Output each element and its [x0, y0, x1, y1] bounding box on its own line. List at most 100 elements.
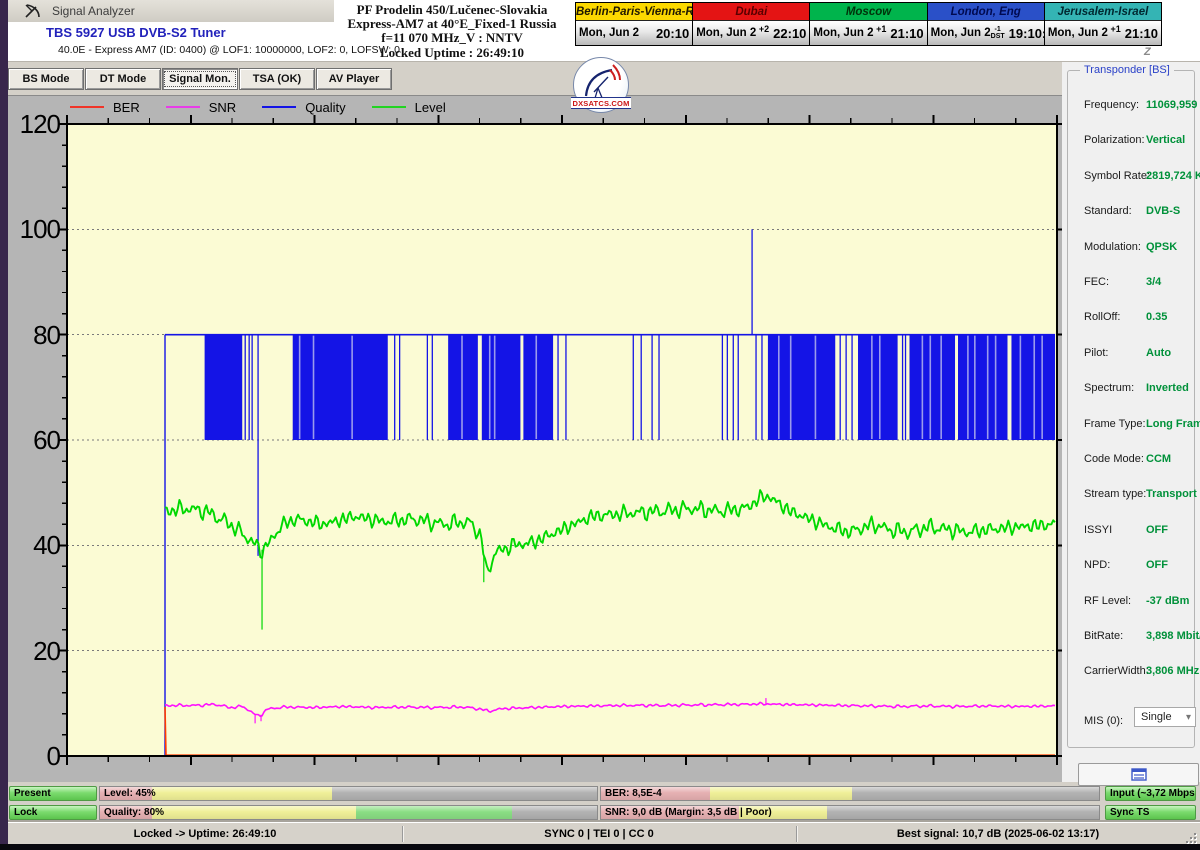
capture-icon — [1131, 768, 1147, 781]
tp-row-label: Modulation: — [1084, 241, 1141, 253]
mis-select[interactable]: Single ▾ — [1134, 707, 1196, 727]
tp-row-value: 3/4 — [1146, 276, 1161, 288]
tab-label: BS Mode — [22, 73, 69, 85]
tp-row-value: CCM — [1146, 453, 1171, 465]
tp-row-label: Frequency: — [1084, 99, 1139, 111]
clock-utc-offset: +1 — [1111, 24, 1121, 34]
clock-utc-offset: +1 — [876, 24, 886, 34]
tp-row-value: Auto — [1146, 347, 1171, 359]
meter-label: Quality: 80% — [104, 807, 164, 818]
status-bar: Locked -> Uptime: 26:49:10SYNC 0 | TEI 0… — [8, 822, 1200, 844]
reception-info-line: f=11 070 MHz_V : NNTV — [333, 31, 571, 45]
tab-signal-mon[interactable]: Signal Mon. — [162, 68, 238, 90]
clock-city: Dubai — [693, 3, 809, 21]
meter-gloss — [601, 787, 1099, 800]
y-axis-label: 100 — [8, 215, 60, 243]
world-clocks: Berlin-Paris-Vienna-Roma Mon, Jun 2 20:10 D… — [575, 2, 1162, 46]
meter-label: Level: 45% — [104, 788, 156, 799]
tp-row-label: RF Level: — [1084, 595, 1131, 607]
tab-bar: BS Mode DT Mode Signal Mon. TSA (OK) AV Play… — [8, 68, 393, 90]
clock-time: 20:10 — [656, 26, 689, 41]
indicator-input-3-72-mbps: Input (~3,72 Mbps) — [1105, 786, 1196, 801]
signal-analyzer-window: Signal Analyzer TBS 5927 USB DVB-S2 Tune… — [0, 0, 1200, 850]
clock-time-row: Mon, Jun 2+1 21:10 — [1045, 21, 1161, 45]
tp-row-label: RollOff: — [1084, 311, 1120, 323]
clock-city: Moscow — [810, 3, 926, 21]
tab-av-player[interactable]: AV Player — [316, 68, 392, 90]
clock-date: Mon, Jun 2 — [813, 27, 873, 39]
transponder-groupbox: Transponder [BS] MIS (0): Single ▾ Frequ… — [1067, 70, 1195, 748]
world-clock: Moscow Mon, Jun 2+1 21:10 — [810, 3, 927, 45]
transponder-title: Transponder [BS] — [1080, 64, 1174, 76]
tp-row-label: Spectrum: — [1084, 382, 1134, 394]
clock-utc-offset: -1DST — [991, 26, 1005, 40]
tp-row-label: Stream type: — [1084, 488, 1146, 500]
y-axis-label: 40 — [8, 531, 60, 559]
clock-date: Mon, Jun 2 — [579, 27, 639, 39]
clock-time-row: Mon, Jun 2-1DST19:10:41 — [928, 21, 1044, 45]
mis-selected-value: Single — [1141, 711, 1172, 723]
tp-row-value: Vertical — [1146, 134, 1185, 146]
meter-gloss — [100, 787, 597, 800]
meter-ber: BER: 8,5E-4 — [600, 786, 1100, 801]
clock-city: London, Eng — [928, 3, 1044, 21]
tp-row-label: Polarization: — [1084, 134, 1145, 146]
tp-row-value: -37 dBm — [1146, 595, 1189, 607]
tab-label: TSA (OK) — [253, 73, 301, 85]
tab-label: AV Player — [329, 73, 380, 85]
tab-dt-mode[interactable]: DT Mode — [85, 68, 161, 90]
tp-row-label: Pilot: — [1084, 347, 1108, 359]
chart-plot-area — [8, 96, 1062, 783]
signal-history-chart: BERSNRQualityLevel 020406080100120 — [8, 95, 1062, 782]
tp-row-value: Long Frame — [1146, 418, 1200, 430]
world-clock: Jerusalem-Israel Mon, Jun 2+1 21:10 — [1045, 3, 1161, 45]
dxsatcs-logo: DXSATCS.COM — [571, 57, 631, 117]
indicator-sync-ts: Sync TS — [1105, 805, 1196, 820]
clock-city: Berlin-Paris-Vienna-Roma — [576, 3, 692, 21]
reception-info-line: Locked Uptime : 26:49:10 — [333, 46, 571, 60]
tp-row-label: BitRate: — [1084, 630, 1123, 642]
meter-level: Level: 45% — [99, 786, 598, 801]
statusbar-section: SYNC 0 | TEI 0 | CC 0 — [402, 823, 796, 845]
tab-bs-mode[interactable]: BS Mode — [8, 68, 84, 90]
meter-label: BER: 8,5E-4 — [605, 788, 662, 799]
tp-row-value: 3,898 Mbit/s — [1146, 630, 1200, 642]
world-clock: London, EngMon, Jun 2-1DST19:10:41 — [928, 3, 1045, 45]
clock-date: Mon, Jun 2 — [1048, 27, 1108, 39]
tp-row-value: Inverted — [1146, 382, 1189, 394]
clock-time: 21:10 — [1125, 26, 1158, 41]
statusbar-section: Best signal: 10,7 dB (2025-06-02 13:17) — [796, 823, 1200, 845]
reception-info-line: PF Prodelin 450/Lučenec-Slovakia — [333, 3, 571, 17]
meter-snr: SNR: 9,0 dB (Margin: 3,5 dB | Poor) — [600, 805, 1100, 820]
y-axis-label: 60 — [8, 426, 60, 454]
tab-tsa-ok[interactable]: TSA (OK) — [239, 68, 315, 90]
indicator-lock: Lock — [9, 805, 97, 820]
clock-city: Jerusalem-Israel — [1045, 3, 1161, 21]
world-clock: Berlin-Paris-Vienna-Roma Mon, Jun 2 20:10 — [576, 3, 693, 45]
tp-row-value: 2819,724 KS/s — [1146, 170, 1200, 182]
title-bar[interactable]: Signal Analyzer — [8, 0, 334, 22]
tp-row-label: Standard: — [1084, 205, 1132, 217]
snapshot-button[interactable] — [1078, 763, 1199, 786]
clock-time-row: Mon, Jun 2+1 21:10 — [810, 21, 926, 45]
tp-row-value: OFF — [1146, 559, 1168, 571]
indicator-present: Present — [9, 786, 97, 801]
meter-gloss — [100, 806, 597, 819]
meter-label: SNR: 9,0 dB (Margin: 3,5 dB | Poor) — [605, 807, 772, 818]
y-axis-label: 0 — [8, 742, 60, 770]
clock-time: 22:10 — [773, 26, 806, 41]
tab-label: Signal Mon. — [165, 72, 235, 86]
clock-app-logo: Z — [1144, 46, 1168, 58]
satellite-dish-icon — [24, 3, 42, 19]
tp-row-label: Symbol Rate: — [1084, 170, 1150, 182]
window-title: Signal Analyzer — [52, 4, 135, 18]
tab-label: DT Mode — [100, 73, 146, 85]
reception-info-block: PF Prodelin 450/Lučenec-SlovakiaExpress-… — [333, 3, 571, 60]
clock-time: 21:10 — [890, 26, 923, 41]
tp-row-value: Transport — [1146, 488, 1197, 500]
tp-row-value: DVB-S — [1146, 205, 1180, 217]
world-clock: DubaiMon, Jun 2+222:10 — [693, 3, 810, 45]
tp-row-value: 11069,959 MHz — [1146, 99, 1200, 111]
tp-row-value: 3,806 MHz — [1146, 665, 1199, 677]
chevron-down-icon: ▾ — [1186, 709, 1191, 727]
